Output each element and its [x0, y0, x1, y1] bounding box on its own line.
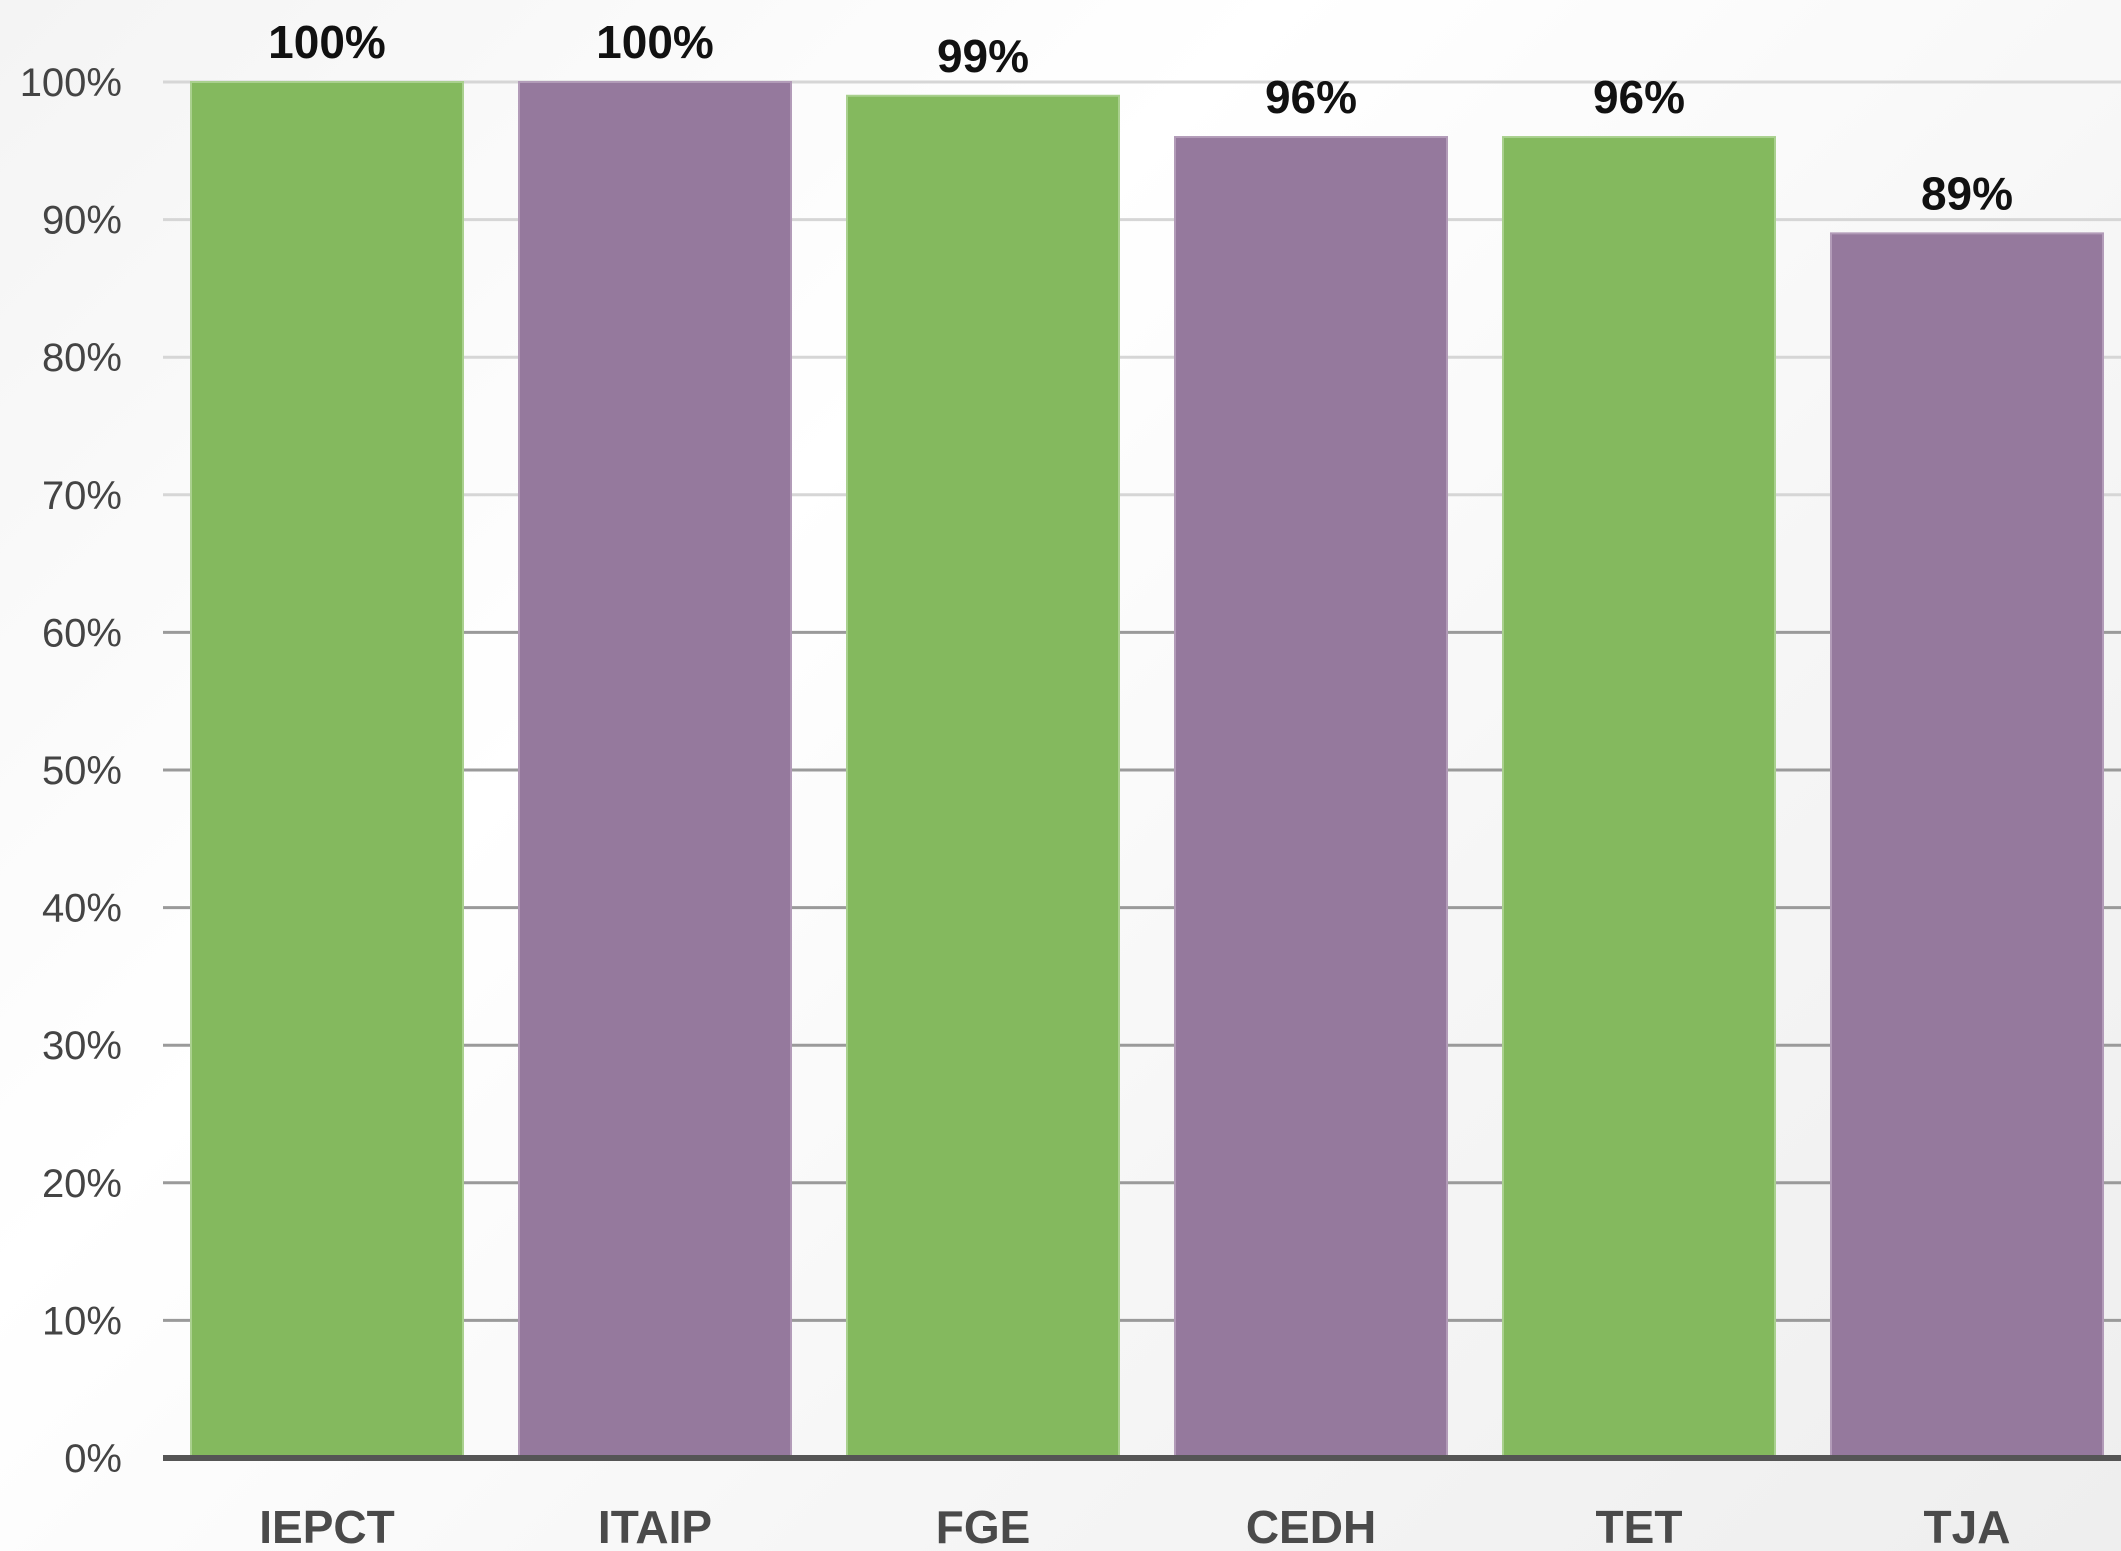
y-tick-label: 80% [42, 336, 122, 380]
data-labels: 100% 100% 99% 96% 96% 89% [268, 16, 2013, 219]
y-tick-label: 20% [42, 1162, 122, 1206]
bar-iepct [190, 81, 464, 1459]
y-tick-label: 10% [42, 1299, 122, 1343]
data-label-tet: 96% [1593, 71, 1685, 123]
bar-tet [1502, 136, 1776, 1459]
bar-cedh [1174, 136, 1448, 1459]
y-tick-label: 100% [20, 61, 122, 105]
y-tick-label: 70% [42, 474, 122, 518]
data-label-fge: 99% [937, 30, 1029, 82]
data-label-cedh: 96% [1265, 71, 1357, 123]
y-tick-label: 60% [42, 611, 122, 655]
y-tick-label: 40% [42, 887, 122, 931]
data-label-itaip: 100% [596, 16, 714, 68]
x-tick-label-tet: TET [1596, 1501, 1683, 1551]
y-tick-label: 90% [42, 199, 122, 243]
bar-fge [846, 94, 1120, 1459]
y-axis-ticks: 0% 10% 20% 30% 40% 50% 60% 70% 80% 90% 100% [20, 61, 122, 1481]
x-tick-label-itaip: ITAIP [598, 1501, 712, 1551]
bar-tja [1830, 232, 2104, 1460]
data-label-iepct: 100% [268, 16, 386, 68]
x-axis-labels: IEPCT ITAIP FGE CEDH TET TJA [259, 1501, 2010, 1551]
y-tick-label: 30% [42, 1024, 122, 1068]
x-tick-label-tja: TJA [1924, 1501, 2011, 1551]
y-tick-label: 50% [42, 749, 122, 793]
x-tick-label-iepct: IEPCT [259, 1501, 394, 1551]
data-label-tja: 89% [1921, 167, 2013, 219]
gridlines [163, 80, 2121, 1322]
y-tick-label: 0% [64, 1437, 122, 1481]
x-tick-label-fge: FGE [936, 1501, 1031, 1551]
x-tick-label-cedh: CEDH [1246, 1501, 1376, 1551]
bar-itaip [518, 81, 792, 1459]
